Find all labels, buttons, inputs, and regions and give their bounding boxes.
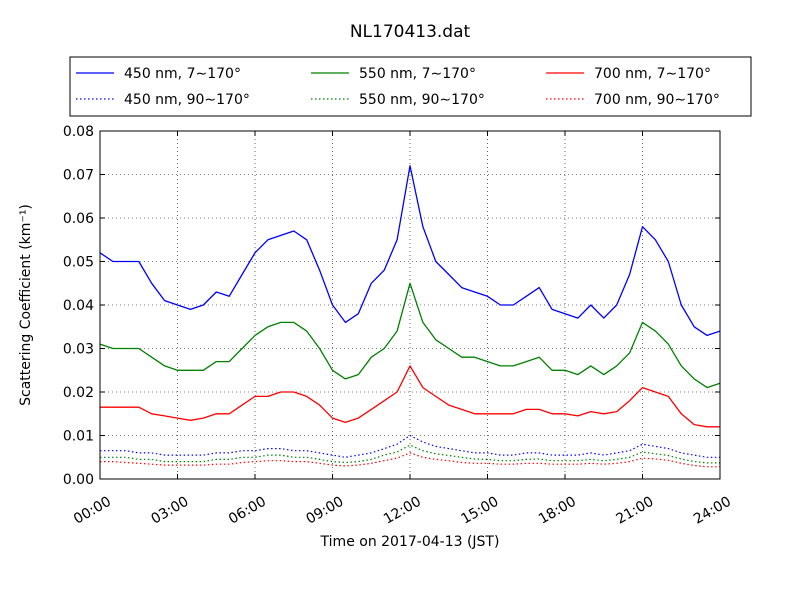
legend-label-1: 450 nm, 90∼170° (124, 92, 250, 108)
x-tick-label: 03:00 (149, 494, 192, 528)
legend-label-3: 550 nm, 90∼170° (359, 92, 485, 108)
chart-title: NL170413.dat (350, 22, 471, 42)
legend-label-2: 550 nm, 7∼170° (359, 66, 476, 82)
series-line-5 (100, 452, 720, 468)
x-tick-label: 00:00 (71, 494, 114, 528)
legend-label-5: 700 nm, 90∼170° (594, 92, 720, 108)
y-tick-label: 0.06 (63, 211, 94, 227)
x-tick-label: 09:00 (304, 494, 347, 528)
y-tick-label: 0.01 (63, 429, 94, 445)
legend: 450 nm, 7∼170° 450 nm, 90∼170° 550 nm, 7∼1… (69, 56, 752, 117)
series-line-1 (100, 434, 720, 458)
legend-frame (69, 56, 752, 117)
x-tick-label: 18:00 (536, 494, 579, 528)
x-tick-label: 24:00 (691, 494, 734, 528)
series-line-4 (100, 365, 720, 428)
y-tick-label: 0.08 (63, 124, 94, 140)
axis-ticks (99, 130, 721, 480)
legend-label-0: 450 nm, 7∼170° (124, 66, 241, 82)
y-tick-label: 0.02 (63, 385, 94, 401)
y-tick-label: 0.07 (63, 168, 94, 184)
series-line-0 (99, 165, 721, 337)
y-axis-label: Scattering Coefficient (km⁻¹) (18, 204, 34, 406)
x-tick-label: 12:00 (381, 494, 424, 528)
legend-label-4: 700 nm, 7∼170° (594, 66, 711, 82)
series-line-2 (99, 282, 721, 389)
plot-area (99, 130, 721, 480)
series-layer (99, 165, 721, 468)
y-tick-label: 0.05 (63, 255, 94, 271)
x-axis-label: Time on 2017-04-13 (JST) (320, 534, 500, 550)
x-tick-label: 06:00 (226, 494, 269, 528)
x-tick-labels: 00:00 03:00 06:00 09:00 12:00 15:00 18:00 21:00… (71, 494, 734, 528)
y-tick-labels: 0.00 0.01 0.02 0.03 0.04 0.05 0.06 0.07 0.08 (63, 124, 94, 488)
y-tick-label: 0.00 (63, 472, 94, 488)
x-tick-label: 15:00 (459, 494, 502, 528)
x-tick-label: 21:00 (614, 494, 657, 528)
y-tick-label: 0.04 (63, 298, 94, 314)
y-tick-label: 0.03 (63, 342, 94, 358)
